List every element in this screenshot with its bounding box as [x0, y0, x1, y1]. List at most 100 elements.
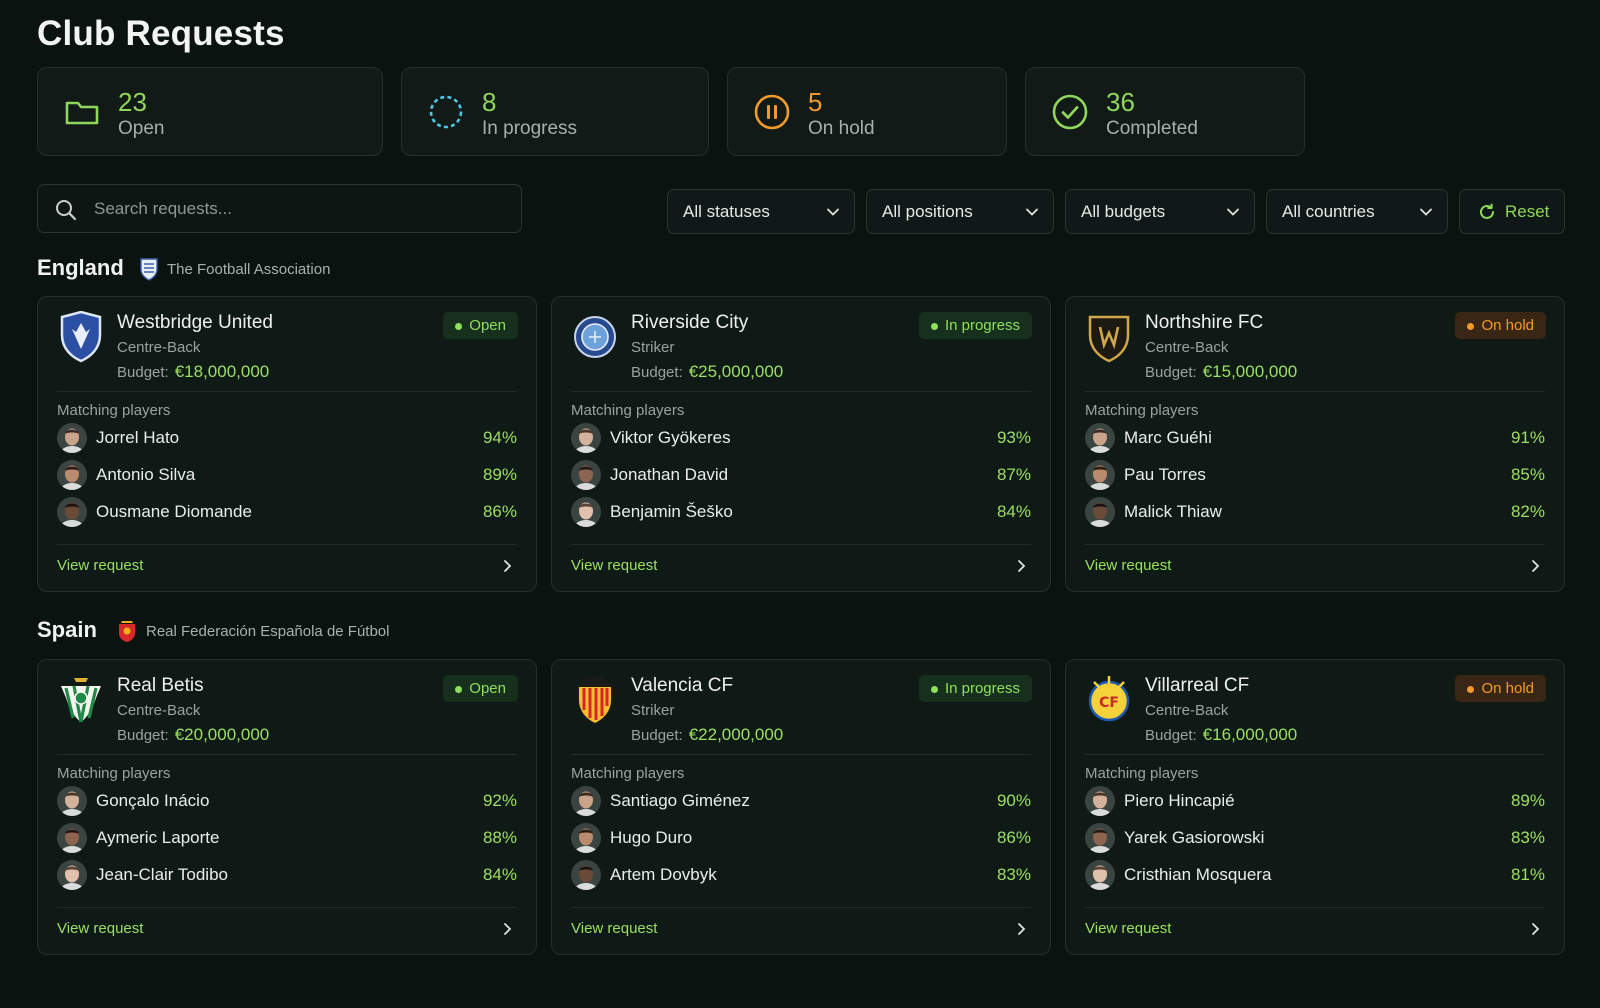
search-icon	[56, 200, 77, 221]
player-name: Ousmane Diomande	[96, 502, 252, 521]
search-input[interactable]	[94, 185, 504, 232]
divider	[571, 907, 1031, 908]
player-name: Antonio Silva	[96, 465, 196, 484]
player-row[interactable]: Santiago Giménez 90%	[571, 786, 1031, 818]
chevron-right-icon[interactable]	[1016, 922, 1028, 936]
club-position: Centre-Back	[1145, 702, 1229, 719]
chevron-down-icon	[827, 208, 839, 216]
chevron-right-icon[interactable]	[502, 922, 514, 936]
view-request-link[interactable]: View request	[571, 557, 658, 574]
federation-name: Real Federación Española de Fútbol	[146, 623, 390, 640]
country-header-england: England The Football Association	[37, 255, 437, 285]
status-badge: In progress	[918, 312, 1032, 339]
filter-status-dropdown[interactable]: All statuses	[667, 189, 855, 234]
club-card[interactable]: Real Betis Centre-Back Budget: €20,000,000 O…	[37, 659, 537, 955]
match-percent: 93%	[996, 428, 1031, 447]
stat-card-in-progress[interactable]: 8 In progress	[401, 67, 709, 156]
chevron-right-icon[interactable]	[1016, 559, 1028, 573]
player-name: Benjamin Šeško	[610, 502, 733, 521]
player-row[interactable]: Viktor Gyökeres 93%	[571, 423, 1031, 455]
club-name: Northshire FC	[1145, 312, 1264, 333]
country-header-spain: Spain Real Federación Española de Fútbol	[37, 617, 437, 647]
player-row[interactable]: Piero Hincapié 89%	[1085, 786, 1545, 818]
avatar	[571, 423, 601, 453]
player-row[interactable]: Cristhian Mosquera 81%	[1085, 860, 1545, 892]
club-name: Real Betis	[117, 675, 204, 696]
reset-button[interactable]: Reset	[1459, 189, 1565, 234]
club-position: Centre-Back	[1145, 339, 1229, 356]
stat-value: 36	[1106, 87, 1135, 117]
player-row[interactable]: Jean-Clair Todibo 84%	[57, 860, 517, 892]
budget-value: €20,000,000	[174, 725, 270, 744]
match-percent: 94%	[482, 428, 517, 447]
divider	[1085, 544, 1545, 545]
player-row[interactable]: Ousmane Diomande 86%	[57, 497, 517, 529]
fa-crest-icon	[140, 258, 158, 281]
stat-card-on-hold[interactable]: 5 On hold	[727, 67, 1007, 156]
avatar	[1085, 786, 1115, 816]
player-name: Gonçalo Inácio	[96, 791, 210, 810]
filter-budget-dropdown[interactable]: All budgets	[1065, 189, 1255, 234]
view-request-link[interactable]: View request	[571, 920, 658, 937]
divider	[1085, 907, 1545, 908]
player-row[interactable]: Antonio Silva 89%	[57, 460, 517, 492]
check-circle-icon	[1052, 94, 1088, 130]
player-row[interactable]: Jorrel Hato 94%	[57, 423, 517, 455]
player-row[interactable]: Gonçalo Inácio 92%	[57, 786, 517, 818]
match-percent: 86%	[482, 502, 517, 521]
club-budget: Budget: €20,000,000	[117, 725, 269, 745]
filter-position-dropdown[interactable]: All positions	[866, 189, 1054, 234]
club-crest-icon	[58, 310, 104, 363]
match-percent: 84%	[996, 502, 1031, 521]
chevron-right-icon[interactable]	[1530, 922, 1542, 936]
player-name: Cristhian Mosquera	[1124, 865, 1272, 884]
budget-value: €16,000,000	[1202, 725, 1298, 744]
player-row[interactable]: Hugo Duro 86%	[571, 823, 1031, 855]
player-row[interactable]: Jonathan David 87%	[571, 460, 1031, 492]
club-position: Centre-Back	[117, 339, 201, 356]
view-request-link[interactable]: View request	[1085, 557, 1172, 574]
club-card[interactable]: Westbridge United Centre-Back Budget: €18,0…	[37, 296, 537, 592]
club-position: Striker	[631, 702, 675, 719]
stat-value: 23	[118, 87, 147, 117]
federation-name: The Football Association	[167, 261, 331, 278]
status-badge: On hold	[1455, 675, 1546, 702]
matching-players-label: Matching players	[571, 402, 685, 419]
club-card[interactable]: CF Villarreal CF Centre-Back Budget: €16,000…	[1065, 659, 1565, 955]
budget-label: Budget:	[117, 727, 169, 744]
avatar	[1085, 460, 1115, 490]
chevron-right-icon[interactable]	[502, 559, 514, 573]
svg-text:CF: CF	[1099, 695, 1119, 711]
view-request-link[interactable]: View request	[1085, 920, 1172, 937]
club-card[interactable]: Riverside City Striker Budget: €25,000,000 I…	[551, 296, 1051, 592]
divider	[1085, 754, 1545, 755]
stat-label: On hold	[808, 118, 875, 139]
player-row[interactable]: Pau Torres 85%	[1085, 460, 1545, 492]
divider	[57, 391, 517, 392]
club-card[interactable]: Valencia CF Striker Budget: €22,000,000 In p…	[551, 659, 1051, 955]
divider	[57, 907, 517, 908]
player-name: Jorrel Hato	[96, 428, 180, 447]
club-card[interactable]: Northshire FC Centre-Back Budget: €15,000,0…	[1065, 296, 1565, 592]
chevron-right-icon[interactable]	[1530, 559, 1542, 573]
player-row[interactable]: Marc Guéhi 91%	[1085, 423, 1545, 455]
player-row[interactable]: Aymeric Laporte 88%	[57, 823, 517, 855]
progress-spinner-icon	[429, 95, 463, 129]
stat-value: 5	[808, 87, 823, 117]
budget-label: Budget:	[1145, 727, 1197, 744]
view-request-link[interactable]: View request	[57, 920, 144, 937]
stat-card-completed[interactable]: 36 Completed	[1025, 67, 1305, 156]
filter-label: All statuses	[683, 202, 770, 221]
player-row[interactable]: Artem Dovbyk 83%	[571, 860, 1031, 892]
filter-country-dropdown[interactable]: All countries	[1266, 189, 1448, 234]
club-name: Westbridge United	[117, 312, 273, 333]
view-request-link[interactable]: View request	[57, 557, 144, 574]
avatar	[57, 423, 87, 453]
player-row[interactable]: Yarek Gasiorowski 83%	[1085, 823, 1545, 855]
player-row[interactable]: Benjamin Šeško 84%	[571, 497, 1031, 529]
player-name: Marc Guéhi	[1124, 428, 1212, 447]
player-name: Hugo Duro	[610, 828, 693, 847]
player-row[interactable]: Malick Thiaw 82%	[1085, 497, 1545, 529]
club-budget: Budget: €16,000,000	[1145, 725, 1297, 745]
stat-card-open[interactable]: 23 Open	[37, 67, 383, 156]
